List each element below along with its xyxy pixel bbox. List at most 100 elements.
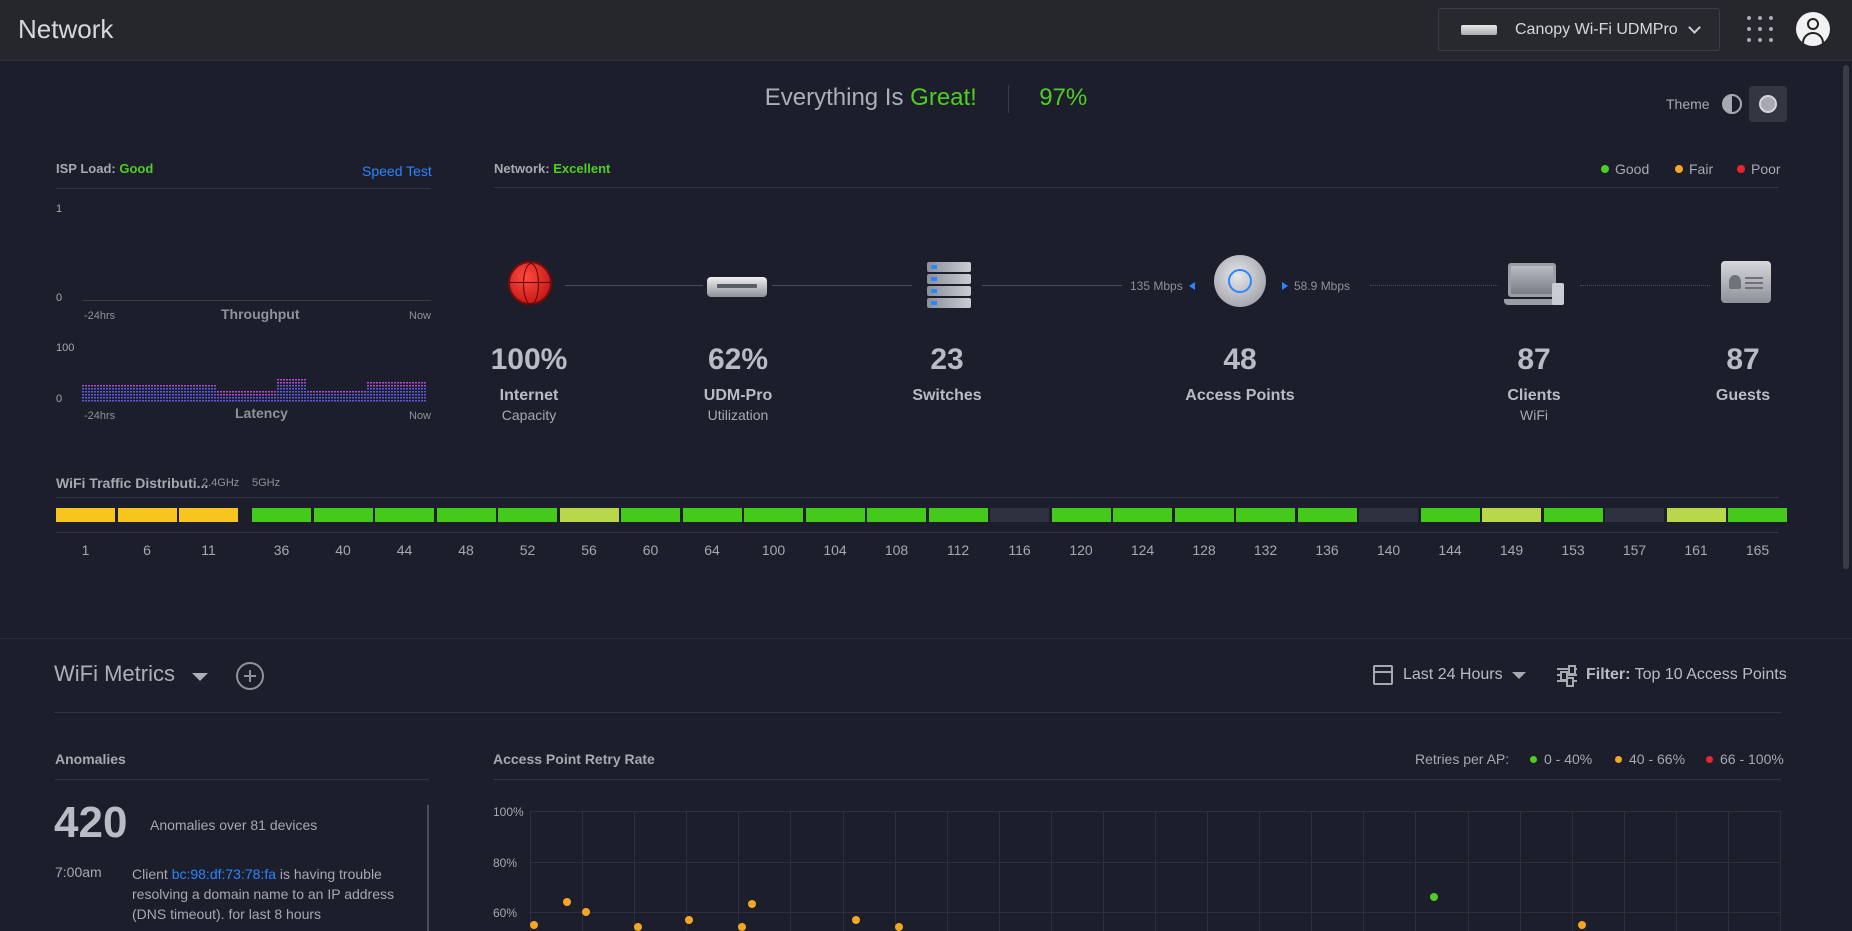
- latency-mark: [139, 391, 141, 393]
- status-prefix: Everything Is: [764, 84, 904, 111]
- latency-mark: [106, 394, 108, 396]
- channel-bar-165[interactable]: [1728, 508, 1787, 522]
- latency-mark: [202, 385, 204, 387]
- retry-data-point[interactable]: [748, 900, 756, 909]
- legend-poor: Poor: [1737, 161, 1781, 177]
- latency-mark: [301, 382, 303, 384]
- latency-mark: [142, 397, 144, 399]
- channel-bar-11[interactable]: [179, 508, 238, 522]
- add-widget-button[interactable]: [236, 662, 264, 690]
- channel-bar-149[interactable]: [1482, 508, 1541, 522]
- latency-mark: [244, 391, 246, 393]
- theme-contrast-icon[interactable]: [1722, 94, 1742, 114]
- latency-mark: [130, 400, 132, 402]
- caret-down-icon[interactable]: [192, 673, 208, 681]
- latency-mark: [160, 397, 162, 399]
- theme-dark-button[interactable]: [1749, 86, 1787, 122]
- channel-bar-157[interactable]: [1605, 508, 1664, 522]
- filter-button[interactable]: Filter: Top 10 Access Points: [1586, 666, 1787, 683]
- latency-mark: [175, 394, 177, 396]
- retry-data-point[interactable]: [1578, 920, 1586, 929]
- anomalies-scrollbar[interactable]: [427, 805, 429, 931]
- channel-bar-36[interactable]: [252, 508, 311, 522]
- retry-data-point[interactable]: [1430, 892, 1438, 901]
- latency-mark: [319, 391, 321, 393]
- channel-bar-1[interactable]: [56, 508, 115, 522]
- retry-data-point[interactable]: [852, 915, 860, 924]
- retry-data-point[interactable]: [634, 923, 642, 931]
- latency-mark: [232, 394, 234, 396]
- top-bar: Network Canopy Wi-Fi UDMPro: [0, 0, 1852, 61]
- channel-bar-112[interactable]: [928, 508, 988, 522]
- latency-mark: [376, 382, 378, 384]
- latency-mark: [97, 391, 99, 393]
- latency-mark: [232, 391, 234, 393]
- channel-bar-104[interactable]: [805, 508, 865, 522]
- avatar[interactable]: [1796, 12, 1830, 46]
- latency-mark: [295, 388, 297, 390]
- apps-grid-icon[interactable]: [1747, 16, 1773, 42]
- anomaly-message: Client bc:98:df:73:78:fa is having troub…: [132, 866, 395, 922]
- latency-mark: [418, 388, 420, 390]
- channel-bar-60[interactable]: [621, 508, 680, 522]
- latency-mark: [409, 385, 411, 387]
- latency-mark: [148, 385, 150, 387]
- retry-data-point[interactable]: [530, 920, 538, 929]
- channel-bar-56[interactable]: [559, 508, 619, 522]
- page-scrollbar[interactable]: [1843, 65, 1849, 569]
- latency-mark: [370, 388, 372, 390]
- latency-mark: [181, 400, 183, 402]
- latency-mark: [163, 394, 165, 396]
- time-range-select[interactable]: Last 24 Hours: [1403, 666, 1503, 683]
- channel-bar-161[interactable]: [1666, 508, 1726, 522]
- latency-mark: [226, 391, 228, 393]
- retry-data-point[interactable]: [738, 923, 746, 931]
- channel-bar-128[interactable]: [1174, 508, 1234, 522]
- channel-bar-120[interactable]: [1051, 508, 1111, 522]
- latency-mark: [418, 391, 420, 393]
- retry-data-point[interactable]: [685, 915, 693, 924]
- channel-bar-40[interactable]: [313, 508, 373, 522]
- latency-mark: [301, 385, 303, 387]
- channel-bar-144[interactable]: [1420, 508, 1480, 522]
- filter-icon[interactable]: [1557, 665, 1577, 687]
- speed-test-link[interactable]: Speed Test: [362, 163, 432, 179]
- latency-mark: [397, 400, 399, 402]
- retry-data-point[interactable]: [895, 923, 903, 931]
- caret-down-icon[interactable]: [1512, 672, 1526, 679]
- latency-mark: [385, 385, 387, 387]
- divider: [1007, 84, 1009, 113]
- latency-mark: [178, 391, 180, 393]
- node-value: 87: [1517, 343, 1551, 376]
- latency-mark: [88, 388, 90, 390]
- latency-mark: [268, 394, 270, 396]
- channel-bar-124[interactable]: [1113, 508, 1172, 522]
- channel-bar-6[interactable]: [117, 508, 177, 522]
- latency-mark: [94, 397, 96, 399]
- latency-mark: [157, 394, 159, 396]
- retry-data-point[interactable]: [582, 908, 590, 916]
- metrics-dropdown[interactable]: WiFi Metrics: [54, 661, 175, 686]
- latency-mark: [112, 400, 114, 402]
- grid-line: [1467, 811, 1469, 931]
- channel-bar-108[interactable]: [867, 508, 926, 522]
- latency-mark: [367, 394, 369, 396]
- channel-bar-52[interactable]: [498, 508, 557, 522]
- latency-mark: [331, 397, 333, 399]
- retry-data-point[interactable]: [563, 897, 571, 906]
- channel-bar-64[interactable]: [682, 508, 742, 522]
- channel-bar-44[interactable]: [375, 508, 434, 522]
- device-selector[interactable]: Canopy Wi-Fi UDMPro: [1438, 8, 1720, 51]
- latency-mark: [313, 394, 315, 396]
- calendar-icon[interactable]: [1373, 665, 1393, 685]
- channel-bar-116[interactable]: [990, 508, 1049, 522]
- channel-bar-100[interactable]: [744, 508, 803, 522]
- channel-bar-140[interactable]: [1359, 508, 1418, 522]
- latency-mark: [355, 400, 357, 402]
- channel-bar-132[interactable]: [1236, 508, 1295, 522]
- channel-bar-136[interactable]: [1297, 508, 1357, 522]
- channel-bar-48[interactable]: [436, 508, 496, 522]
- channel-bar-153[interactable]: [1543, 508, 1603, 522]
- latency-mark: [397, 385, 399, 387]
- client-mac-link[interactable]: bc:98:df:73:78:fa: [171, 866, 276, 882]
